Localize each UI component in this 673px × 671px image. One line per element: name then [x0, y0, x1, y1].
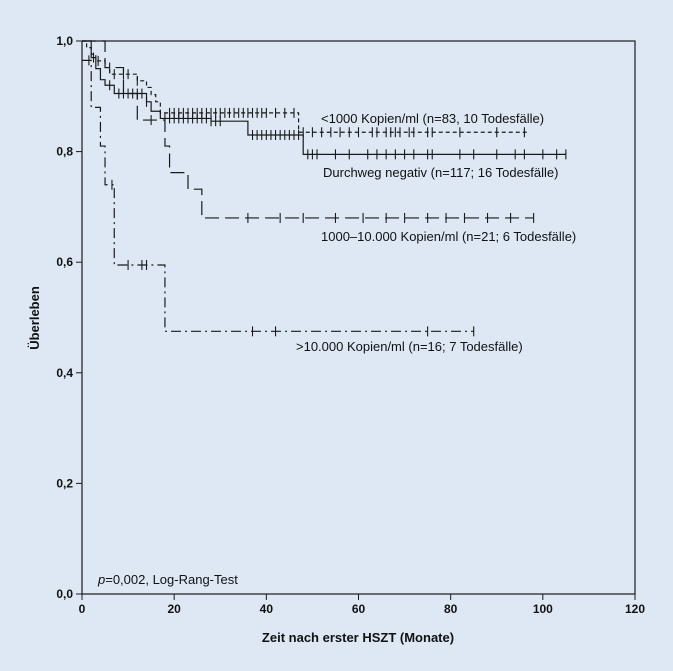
series-layer [82, 40, 567, 337]
series-label-gt10000: >10.000 Kopien/ml (n=16; 7 Todesfälle) [296, 339, 523, 354]
series-3 [82, 55, 475, 337]
y-tick-label: 0,2 [56, 476, 73, 490]
y-tick-label: 1,0 [56, 34, 73, 48]
x-tick-label: 120 [625, 602, 645, 616]
x-axis-title: Zeit nach erster HSZT (Monate) [262, 630, 454, 645]
x-tick-label: 0 [79, 602, 86, 616]
y-axis-title: Überleben [27, 286, 42, 350]
axes-layer: 0 20 40 60 80 100 120 0,0 0,2 0,4 0,6 0,8 1,0 [56, 34, 645, 616]
series-label-negativ: Durchweg negativ (n=117; 16 Todesfälle) [323, 165, 558, 180]
y-tick-label: 0,4 [56, 366, 73, 380]
y-tick-label: 0,6 [56, 255, 73, 269]
x-tick-label: 60 [352, 602, 366, 616]
series-line [82, 40, 534, 219]
series-label-1000-10000: 1000–10.000 Kopien/ml (n=21; 6 Todesfäll… [321, 229, 576, 244]
x-tick-label: 100 [533, 602, 553, 616]
series-1 [82, 40, 567, 160]
p-value-text: =0,002, Log-Rang-Test [105, 572, 238, 587]
p-value-annotation: p=0,002, Log-Rang-Test [97, 572, 238, 587]
p-symbol: p [97, 572, 105, 587]
series-line [82, 59, 474, 332]
x-tick-label: 40 [260, 602, 274, 616]
x-tick-label: 20 [167, 602, 181, 616]
y-tick-label: 0,0 [56, 587, 73, 601]
x-tick-label: 80 [444, 602, 458, 616]
series-2 [82, 40, 535, 223]
series-label-lt1000: <1000 Kopien/ml (n=83, 10 Todesfälle) [321, 111, 544, 126]
y-tick-label: 0,8 [56, 145, 73, 159]
